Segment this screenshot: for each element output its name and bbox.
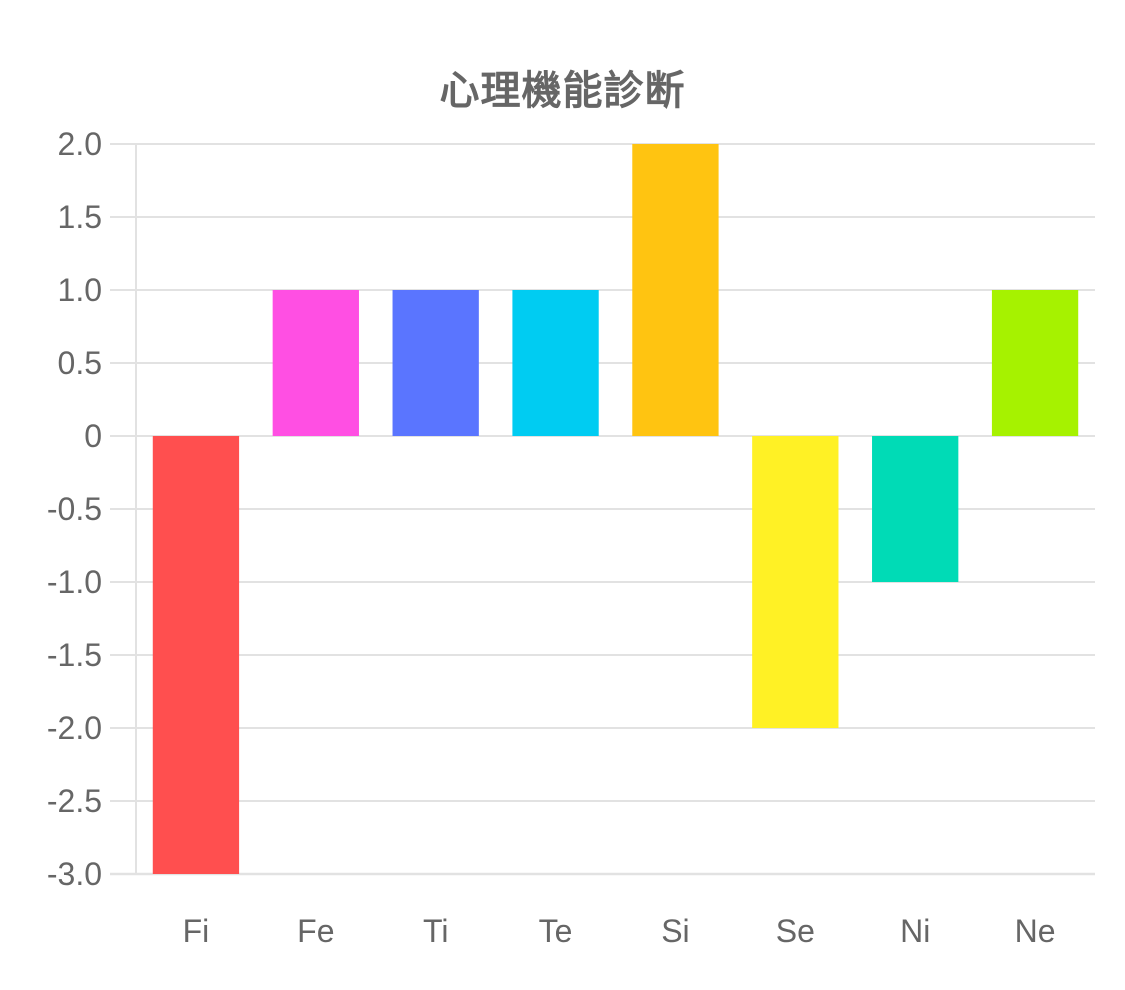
bar-ni	[872, 436, 959, 582]
x-tick-label: Fe	[297, 913, 334, 949]
x-tick-label: Ne	[1015, 913, 1056, 949]
y-tick-label: 1.5	[58, 199, 102, 235]
bar-se	[752, 436, 839, 728]
y-tick-label: -1.5	[47, 637, 102, 673]
y-tick-label: 2.0	[58, 126, 102, 162]
y-tick-label: 0.5	[58, 345, 102, 381]
x-tick-label: Se	[776, 913, 815, 949]
x-tick-label: Fi	[183, 913, 210, 949]
bar-si	[632, 144, 719, 436]
x-tick-label: Si	[661, 913, 689, 949]
y-tick-label: 0	[84, 418, 102, 454]
bar-ti	[392, 290, 479, 436]
x-tick-label: Ni	[900, 913, 930, 949]
y-tick-labels: 2.0 1.5 1.0 0.5 0 -0.5 -1.0 -1.5 -2.0 -2.5 -3.0	[47, 126, 102, 892]
y-tick-label: -2.5	[47, 783, 102, 819]
chart-title: 心理機能診断	[439, 68, 686, 114]
x-tick-labels: Fi Fe Ti Te Si Se Ni Ne	[183, 913, 1056, 949]
x-tick-label: Ti	[423, 913, 448, 949]
y-tick-label: -3.0	[47, 856, 102, 892]
bar-fi	[152, 436, 240, 874]
y-tick-label: -0.5	[47, 491, 102, 527]
y-tick-label: -1.0	[47, 564, 102, 600]
x-tick-label: Te	[539, 913, 573, 949]
y-tick-label: -2.0	[47, 710, 102, 746]
bar-te	[512, 290, 599, 436]
bar-fe	[272, 290, 359, 436]
y-tick-label: 1.0	[58, 272, 102, 308]
bars	[152, 144, 1079, 874]
bar-ne	[991, 290, 1079, 436]
